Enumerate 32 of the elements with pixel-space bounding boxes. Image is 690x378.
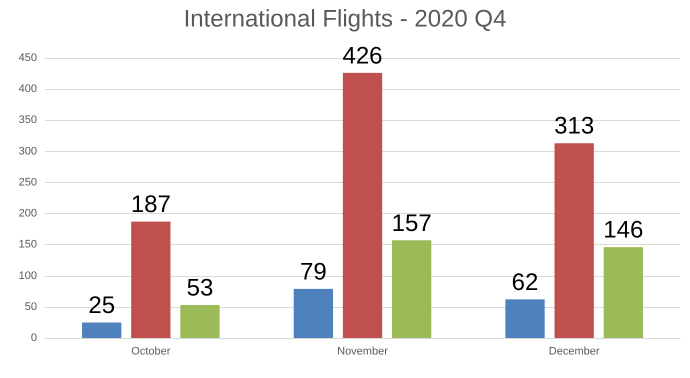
data-label: 62	[512, 268, 538, 296]
bar	[604, 247, 643, 338]
bar	[554, 143, 594, 338]
data-label: 146	[603, 216, 644, 244]
data-label: 313	[554, 112, 594, 140]
y-tick-label: 400	[18, 83, 37, 96]
bar	[131, 222, 170, 338]
bar	[392, 240, 432, 338]
y-tick-label: 200	[18, 208, 37, 220]
bar	[294, 288, 334, 338]
x-tick-label: November	[337, 346, 388, 358]
x-tick-label: December	[548, 346, 600, 358]
y-tick-label: 350	[18, 114, 37, 126]
y-tick-label: 0	[30, 332, 37, 344]
bar	[82, 322, 122, 338]
data-label: 426	[342, 42, 383, 70]
data-label: 53	[186, 274, 214, 302]
y-tick-label: 50	[24, 300, 37, 313]
data-label: 25	[88, 292, 116, 319]
y-tick-label: 250	[18, 176, 37, 188]
data-label: 157	[392, 210, 432, 237]
data-label: 187	[130, 191, 171, 218]
bar	[505, 299, 545, 338]
data-label: 79	[300, 258, 327, 286]
x-tick-label: October	[131, 346, 171, 358]
chart-title: International Flights - 2020 Q4	[184, 6, 506, 32]
bar	[180, 305, 220, 338]
y-tick-label: 150	[18, 238, 37, 251]
y-tick-label: 450	[18, 52, 37, 64]
y-tick-label: 300	[18, 145, 37, 158]
bar	[342, 72, 382, 338]
y-tick-label: 100	[18, 270, 37, 282]
